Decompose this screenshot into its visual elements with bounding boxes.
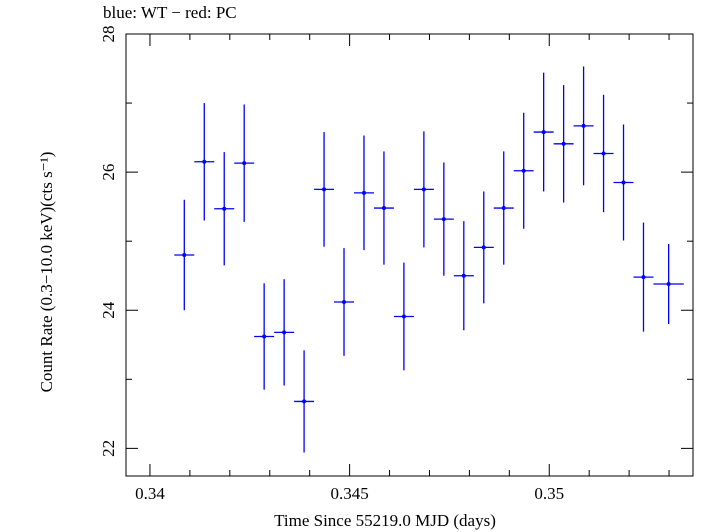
chart-title: blue: WT − red: PC <box>103 3 237 22</box>
point-marker <box>581 123 586 128</box>
point-marker <box>342 299 347 304</box>
data-point <box>493 151 514 265</box>
point-marker <box>621 180 626 185</box>
data-points <box>174 66 684 453</box>
point-marker <box>282 330 287 335</box>
point-marker <box>461 273 466 278</box>
data-point <box>553 85 574 203</box>
point-marker <box>501 206 506 211</box>
point-marker <box>222 206 227 211</box>
data-point <box>393 262 414 371</box>
data-point <box>274 279 295 386</box>
y-tick-label: 24 <box>99 301 118 319</box>
point-marker <box>322 187 327 192</box>
x-tick-label: 0.34 <box>135 484 165 503</box>
data-point <box>533 72 554 192</box>
point-marker <box>521 168 526 173</box>
y-tick-label: 22 <box>99 440 118 457</box>
data-point <box>174 199 195 311</box>
data-point <box>194 103 215 221</box>
data-point <box>473 191 494 304</box>
x-axis-ticks: 0.34 0.345 0.35 <box>135 34 670 503</box>
data-point <box>573 66 594 186</box>
point-marker <box>541 130 546 135</box>
data-point <box>214 152 235 266</box>
data-point <box>613 124 634 241</box>
x-tick-label: 0.345 <box>330 484 368 503</box>
data-point <box>453 221 474 331</box>
point-marker <box>302 399 307 404</box>
point-marker <box>262 334 267 339</box>
point-marker <box>421 187 426 192</box>
point-marker <box>242 161 247 166</box>
data-point <box>254 283 275 390</box>
point-marker <box>561 141 566 146</box>
data-point <box>314 132 335 247</box>
data-point <box>513 112 534 229</box>
point-marker <box>666 282 671 287</box>
y-axis-ticks: 22 24 26 28 <box>99 26 693 457</box>
y-tick-label: 28 <box>99 26 118 43</box>
point-marker <box>441 217 446 222</box>
point-marker <box>481 245 486 250</box>
y-axis-label: Count Rate (0.3−10.0 keV)(cts s⁻¹) <box>37 152 56 393</box>
data-point <box>353 135 374 251</box>
x-tick-label: 0.35 <box>534 484 564 503</box>
point-marker <box>381 206 386 211</box>
point-marker <box>182 253 187 257</box>
point-marker <box>361 190 366 195</box>
data-point <box>373 151 394 265</box>
data-point <box>294 350 315 453</box>
y-tick-label: 26 <box>99 164 118 181</box>
data-point <box>334 248 354 356</box>
data-point <box>234 104 255 222</box>
point-marker <box>202 159 207 164</box>
point-marker <box>641 275 646 280</box>
point-marker <box>401 314 406 319</box>
data-point <box>433 162 454 276</box>
data-point <box>413 131 434 248</box>
data-point <box>633 222 654 332</box>
x-axis-label: Time Since 55219.0 MJD (days) <box>274 511 496 530</box>
data-point <box>593 94 614 213</box>
data-point <box>653 243 684 325</box>
point-marker <box>601 151 606 156</box>
plot-frame <box>125 33 694 477</box>
